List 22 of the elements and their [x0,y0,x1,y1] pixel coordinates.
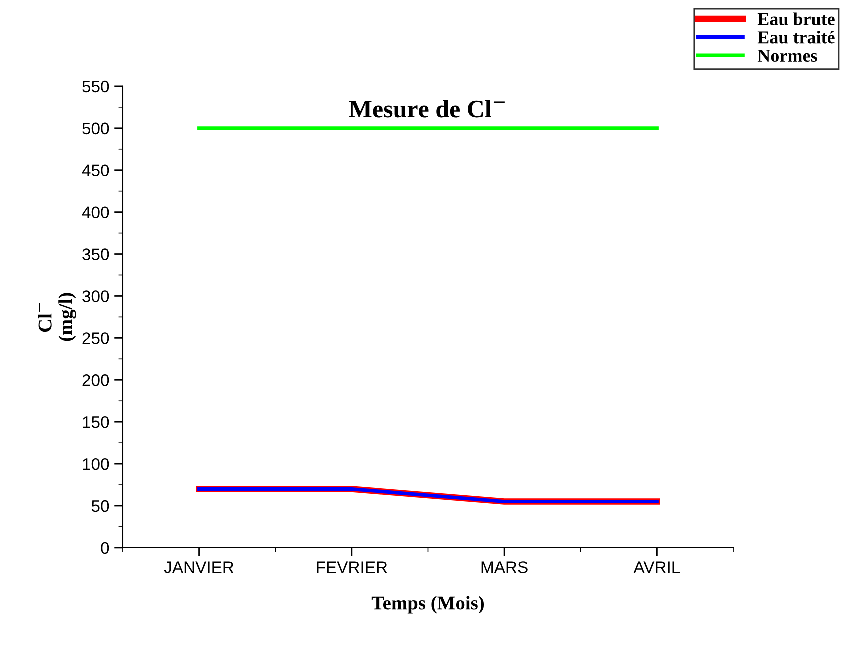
y-tick-label: 450 [82,164,110,177]
x-tick-label: AVRIL [634,562,680,574]
y-tick-label: 300 [82,290,110,302]
y-tick-label: 550 [82,80,110,93]
y-tick-label: 100 [83,458,110,470]
y-tick-label: 200 [82,374,110,386]
legend-label: Normes [758,50,818,62]
y-tick-label: 500 [82,122,110,135]
y-tick-label: 50 [92,500,110,512]
x-tick-label: FEVRIER [317,562,388,574]
x-tick-label: MARS [482,562,528,574]
y-tick-label: 0 [101,542,110,554]
legend-label: Eau brute [758,12,835,26]
x-axis-title: Temps (Mois) [372,596,484,614]
y-tick-label: 150 [83,416,110,428]
y-tick-label: 400 [82,206,110,219]
y-tick-label: 350 [82,248,110,260]
legend-label: Eau traité [758,31,835,44]
chart-title: Mesure de Cl$^{−}$ [349,100,505,118]
text: Cl$^{−}$ (mg/l) [38,293,76,342]
y-tick-label: 250 [82,332,110,344]
x-tick-label: JANVIER [164,562,234,574]
